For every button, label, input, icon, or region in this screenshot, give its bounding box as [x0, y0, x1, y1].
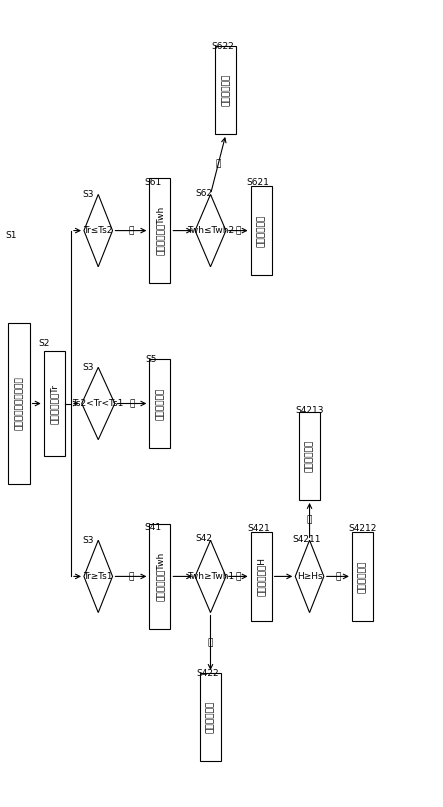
Text: S3: S3	[82, 536, 93, 546]
Text: H≥Hs: H≥Hs	[297, 572, 323, 581]
Polygon shape	[295, 540, 324, 613]
Text: 进入送风状态: 进入送风状态	[222, 73, 230, 106]
Text: S4212: S4212	[348, 524, 377, 533]
Bar	[352, 532, 373, 621]
Text: S421: S421	[247, 524, 270, 533]
Text: Ts2<Tr<Ts1: Ts2<Tr<Ts1	[73, 399, 124, 408]
Text: 是: 是	[128, 226, 134, 235]
Text: 否: 否	[307, 516, 312, 525]
Bar	[215, 46, 237, 134]
Text: 是: 是	[129, 399, 135, 408]
Text: 进入制冷状态: 进入制冷状态	[305, 440, 314, 472]
Text: 检测室外温度Twh: 检测室外温度Twh	[155, 206, 164, 255]
Text: S61: S61	[144, 178, 162, 187]
Text: S622: S622	[212, 42, 234, 51]
Bar	[200, 673, 221, 761]
Bar	[299, 412, 320, 500]
Text: S1: S1	[5, 231, 16, 240]
Text: S41: S41	[144, 522, 162, 532]
Text: 是: 是	[128, 572, 134, 581]
Text: S4213: S4213	[295, 406, 324, 415]
Text: 检测室外温度Twh: 检测室外温度Twh	[155, 552, 164, 601]
Text: S422: S422	[196, 669, 219, 678]
Text: 进入制热状态: 进入制热状态	[256, 215, 266, 247]
Polygon shape	[84, 194, 113, 267]
Text: 检测室外湿度H: 检测室外湿度H	[256, 557, 266, 596]
Text: 否: 否	[208, 638, 213, 647]
Text: S62: S62	[195, 189, 212, 198]
Text: 进入除湿状态: 进入除湿状态	[358, 560, 367, 592]
Polygon shape	[195, 194, 226, 267]
Text: 否: 否	[215, 160, 221, 169]
Text: S5: S5	[145, 355, 157, 364]
Text: 检测室内温度Tr: 检测室内温度Tr	[50, 383, 59, 424]
Bar	[149, 524, 171, 629]
Bar	[149, 178, 171, 283]
Text: 空调进入自动运转模式: 空调进入自动运转模式	[15, 377, 23, 430]
Text: S3: S3	[82, 363, 93, 372]
Text: Tr≤Ts2: Tr≤Ts2	[84, 226, 113, 235]
Text: 进入送风状态: 进入送风状态	[155, 387, 164, 420]
Text: S4211: S4211	[292, 534, 320, 544]
Text: 进入送风状态: 进入送风状态	[206, 701, 215, 734]
Text: S3: S3	[82, 190, 93, 199]
Bar	[8, 323, 30, 484]
Text: Twh≥Twh1: Twh≥Twh1	[187, 572, 234, 581]
Text: S42: S42	[195, 533, 212, 543]
Text: Tr≥Ts1: Tr≥Ts1	[83, 572, 113, 581]
Text: Twh≤Twh2: Twh≤Twh2	[187, 226, 234, 235]
Polygon shape	[195, 540, 226, 613]
Text: 是: 是	[236, 572, 241, 581]
Text: 是: 是	[335, 572, 341, 581]
Polygon shape	[82, 367, 115, 440]
Polygon shape	[84, 540, 113, 613]
Text: 是: 是	[236, 226, 241, 235]
Text: S621: S621	[247, 178, 269, 187]
Text: S2: S2	[38, 339, 49, 348]
Bar	[149, 359, 171, 448]
Bar	[251, 532, 272, 621]
Bar	[44, 351, 65, 456]
Bar	[251, 186, 272, 275]
